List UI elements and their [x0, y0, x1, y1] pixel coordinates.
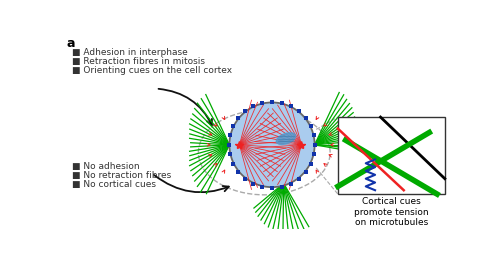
- Text: ■ Adhesion in interphase: ■ Adhesion in interphase: [72, 48, 187, 57]
- Text: Cortical cues
promote tension
on microtubules: Cortical cues promote tension on microtu…: [353, 197, 428, 227]
- Circle shape: [229, 103, 314, 187]
- Text: ■ Retraction fibres in mitosis: ■ Retraction fibres in mitosis: [72, 57, 204, 66]
- Text: a: a: [67, 37, 75, 50]
- Bar: [337, 117, 444, 194]
- Ellipse shape: [276, 133, 295, 144]
- Text: ■ Orienting cues on the cell cortex: ■ Orienting cues on the cell cortex: [72, 66, 232, 75]
- Text: ■ No cortical cues: ■ No cortical cues: [72, 180, 156, 189]
- Text: ■ No retraction fibres: ■ No retraction fibres: [72, 171, 171, 180]
- Text: ■ No adhesion: ■ No adhesion: [72, 162, 139, 171]
